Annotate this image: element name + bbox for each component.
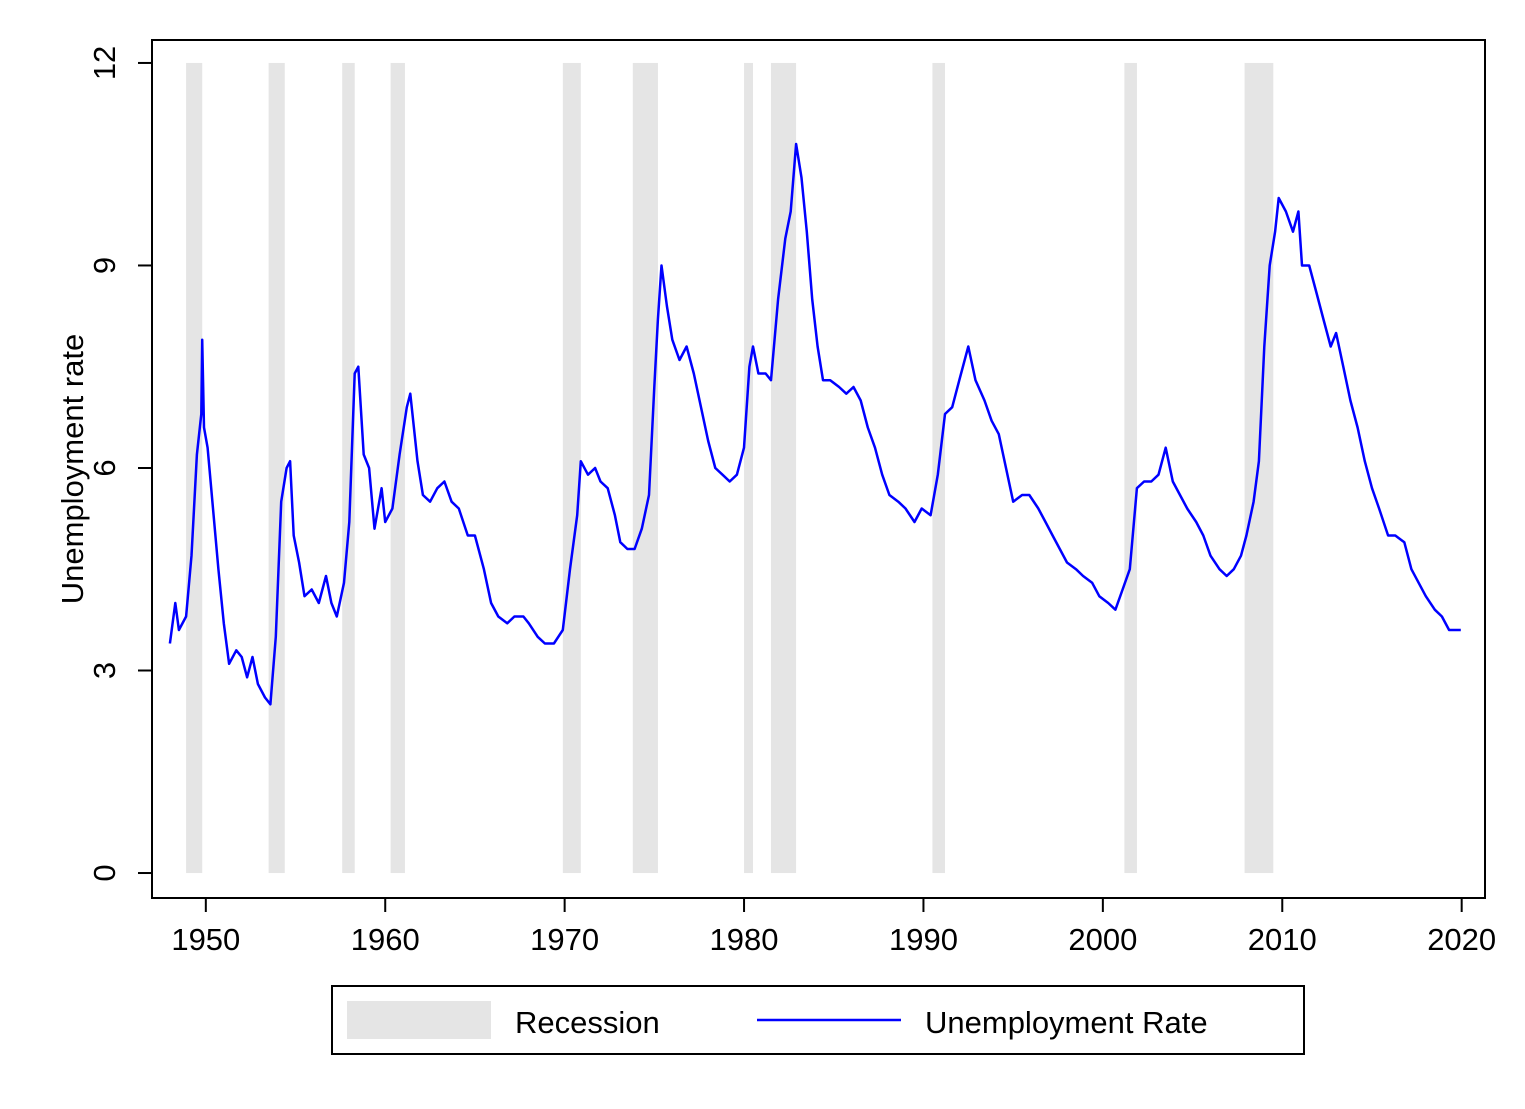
x-tick-label: 1990 <box>889 922 958 957</box>
y-tick-label: 3 <box>87 662 122 679</box>
recession-band <box>1124 62 1137 874</box>
y-tick-label: 0 <box>87 864 122 881</box>
x-tick-label: 1970 <box>530 922 599 957</box>
y-axis-label: Unemployment rate <box>55 334 90 605</box>
y-tick-label: 9 <box>87 257 122 274</box>
series-line <box>168 142 1461 706</box>
recession-band <box>186 62 203 874</box>
x-tick-label: 1980 <box>710 922 779 957</box>
recession-band <box>342 62 355 874</box>
recession-band <box>562 62 581 874</box>
y-tick-label: 6 <box>87 459 122 476</box>
recession-band <box>744 62 754 874</box>
y-tick-label: 12 <box>87 46 122 80</box>
x-tick-label: 1960 <box>351 922 420 957</box>
x-tick-label: 2000 <box>1068 922 1137 957</box>
legend-label: Unemployment Rate <box>925 1005 1208 1040</box>
x-tick-label: 2010 <box>1248 922 1317 957</box>
legend-label: Recession <box>515 1005 660 1040</box>
x-tick-label: 1950 <box>171 922 240 957</box>
recession-band <box>268 62 285 874</box>
legend-swatch <box>347 1001 491 1039</box>
recession-band <box>632 62 658 874</box>
x-tick-label: 2020 <box>1427 922 1496 957</box>
